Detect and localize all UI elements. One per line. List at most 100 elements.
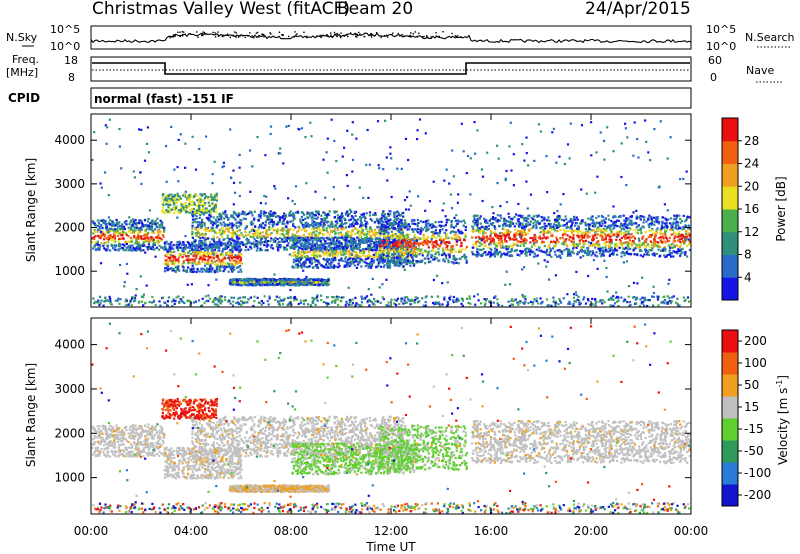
- heatmap-cell: [231, 228, 234, 231]
- heatmap-cell: [296, 237, 299, 240]
- heatmap-cell: [319, 240, 322, 243]
- heatmap-cell: [450, 230, 453, 233]
- heatmap-cell: [370, 229, 373, 232]
- heatmap-cell: [311, 261, 314, 265]
- heatmap-cell: [245, 225, 248, 228]
- heatmap-cell: [184, 244, 187, 247]
- heatmap-cell: [653, 254, 656, 257]
- heatmap-cell: [252, 243, 255, 246]
- heatmap-cell: [394, 211, 397, 214]
- heatmap-cell: [304, 255, 307, 258]
- heatmap-cell: [165, 249, 169, 252]
- heatmap-cell: [345, 246, 348, 250]
- heatmap-cell: [148, 228, 151, 231]
- heatmap-cell: [201, 244, 204, 247]
- heatmap-cell: [140, 220, 143, 223]
- heatmap-cell: [399, 260, 402, 263]
- heatmap-cell: [313, 227, 316, 231]
- heatmap-cell: [177, 265, 180, 268]
- heatmap-cell: [320, 281, 324, 284]
- heatmap-cell: [236, 237, 239, 240]
- heatmap-cell: [216, 215, 219, 219]
- heatmap-cell: [518, 254, 521, 257]
- heatmap-cell: [680, 235, 683, 238]
- heatmap-cell: [347, 244, 350, 247]
- heatmap-cell: [122, 227, 125, 230]
- heatmap-cell: [376, 265, 379, 268]
- heatmap-cell: [236, 242, 239, 245]
- heatmap-cell: [657, 237, 660, 240]
- heatmap-cell: [413, 254, 416, 257]
- heatmap-cell: [322, 222, 325, 225]
- noise-ytick-right-bottom: 10^0: [706, 40, 736, 53]
- heatmap-cell: [328, 242, 331, 245]
- heatmap-cell: [99, 224, 102, 227]
- heatmap-cell: [268, 222, 271, 225]
- heatmap-cell: [114, 224, 117, 227]
- heatmap-cell: [415, 236, 418, 240]
- heatmap-cell: [582, 236, 585, 239]
- heatmap-cell: [97, 246, 100, 249]
- heatmap-cell: [317, 210, 320, 213]
- heatmap-cell: [349, 242, 352, 245]
- heatmap-cell: [250, 220, 253, 223]
- heatmap-cell: [252, 282, 255, 285]
- heatmap-cell: [597, 215, 600, 218]
- heatmap-cell: [329, 223, 333, 226]
- heatmap-cell: [207, 247, 210, 250]
- heatmap-cell: [435, 242, 438, 245]
- heatmap-cell: [406, 255, 409, 258]
- heatmap-cell: [362, 212, 365, 215]
- heatmap-cell: [318, 284, 321, 287]
- heatmap-cell: [356, 263, 360, 266]
- heatmap-cell: [435, 251, 438, 254]
- heatmap-cell: [137, 228, 140, 231]
- heatmap-cell: [476, 248, 479, 251]
- heatmap-cell: [156, 237, 159, 240]
- heatmap-cell: [356, 257, 359, 260]
- heatmap-cell: [320, 247, 323, 250]
- heatmap-cell: [504, 224, 507, 227]
- heatmap-cell: [509, 238, 512, 241]
- heatmap-cell: [665, 227, 669, 230]
- heatmap-cell: [216, 225, 219, 228]
- heatmap-cell: [239, 278, 242, 281]
- heatmap-cell: [151, 245, 155, 249]
- heatmap-cell: [105, 223, 108, 226]
- heatmap-cell: [340, 216, 343, 219]
- heatmap-cell: [172, 244, 175, 247]
- heatmap-cell: [155, 236, 158, 239]
- heatmap-cell: [384, 242, 387, 245]
- heatmap-cell: [444, 243, 448, 246]
- heatmap-cell: [387, 234, 390, 237]
- heatmap-cell: [234, 283, 237, 286]
- heatmap-cell: [115, 228, 118, 231]
- station-title: Christmas Valley West (fitACF): [92, 0, 350, 19]
- noise-search-point: [181, 33, 184, 36]
- noise-search-point: [288, 35, 290, 38]
- noise-search-point: [244, 36, 246, 39]
- heatmap-cell: [282, 234, 285, 237]
- noise-search-point: [408, 35, 410, 37]
- heatmap-cell: [160, 246, 164, 249]
- heatmap-cell: [178, 240, 181, 243]
- heatmap-cell: [325, 246, 328, 249]
- heatmap-cell: [344, 226, 347, 229]
- heatmap-cell: [213, 248, 216, 251]
- noise-search-point: [181, 35, 184, 37]
- heatmap-cell: [360, 258, 364, 261]
- noise-search-point: [204, 32, 206, 35]
- heatmap-cell: [296, 241, 299, 244]
- heatmap-cell: [346, 210, 349, 213]
- heatmap-cell: [380, 231, 383, 234]
- heatmap-cell: [636, 232, 640, 235]
- heatmap-cell: [296, 253, 299, 256]
- heatmap-cell: [118, 237, 121, 241]
- heatmap-cell: [219, 233, 222, 236]
- noise-search-point: [269, 32, 271, 34]
- heatmap-cell: [333, 229, 336, 232]
- heatmap-cell: [385, 238, 388, 241]
- heatmap-cell: [176, 244, 179, 247]
- heatmap-cell: [379, 265, 382, 268]
- heatmap-cell: [576, 234, 579, 237]
